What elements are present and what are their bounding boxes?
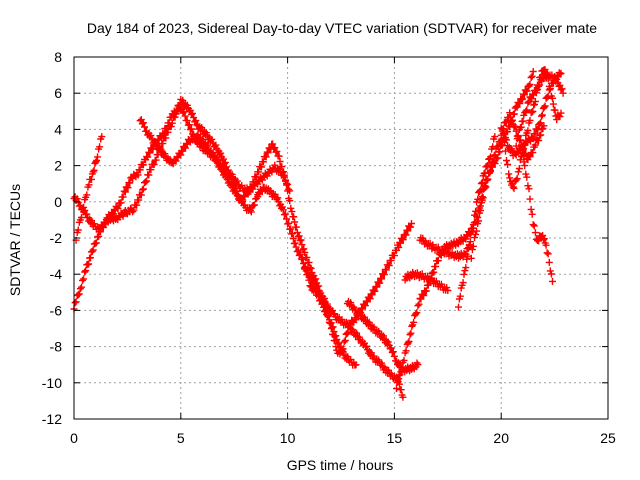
data-marker-trace bbox=[401, 268, 452, 294]
y-tick-label: -10 bbox=[42, 375, 62, 391]
series-arc-4 bbox=[136, 116, 360, 369]
series-arc-17 bbox=[497, 109, 548, 164]
data-marker-trace bbox=[343, 297, 422, 376]
data-marker-trace bbox=[512, 69, 565, 150]
series-arc-6 bbox=[301, 220, 415, 358]
grid bbox=[74, 57, 608, 419]
y-axis-label: SDTVAR / TECUs bbox=[7, 184, 23, 296]
data-marker-trace bbox=[467, 136, 505, 262]
chart-title: Day 184 of 2023, Sidereal Day-to-day VTE… bbox=[87, 20, 597, 36]
x-tick-label: 10 bbox=[280, 430, 296, 446]
data-marker-trace bbox=[416, 234, 473, 262]
axis-ticks: 0 5 10 15 20 25 -12 -10 -8 -6 -4 -2 0 2 4 6 8 bbox=[42, 49, 616, 446]
y-tick-label: 2 bbox=[54, 158, 62, 174]
x-tick-label: 15 bbox=[387, 430, 403, 446]
y-tick-label: -2 bbox=[50, 230, 63, 246]
series-arc-12 bbox=[467, 136, 505, 262]
data-marker-trace bbox=[72, 133, 106, 244]
x-tick-label: 25 bbox=[600, 430, 616, 446]
x-tick-label: 20 bbox=[493, 430, 509, 446]
series-arc-7 bbox=[343, 297, 422, 376]
data-marker-trace bbox=[136, 116, 360, 369]
data-marker-trace bbox=[455, 133, 499, 311]
x-tick-label: 0 bbox=[70, 430, 78, 446]
series-arc-10 bbox=[416, 234, 473, 262]
x-tick-label: 5 bbox=[177, 430, 185, 446]
y-tick-label: 8 bbox=[54, 49, 62, 65]
y-tick-label: -12 bbox=[42, 411, 62, 427]
series-arc-3 bbox=[72, 133, 106, 244]
data-points bbox=[70, 66, 567, 401]
data-marker-trace bbox=[301, 220, 415, 358]
data-marker-trace bbox=[497, 109, 548, 164]
y-tick-label: 0 bbox=[54, 194, 62, 210]
y-tick-label: 4 bbox=[54, 121, 62, 137]
series-arc-11 bbox=[455, 133, 499, 311]
y-tick-label: -6 bbox=[50, 302, 63, 318]
y-tick-label: -4 bbox=[50, 266, 63, 282]
y-tick-label: 6 bbox=[54, 85, 62, 101]
y-tick-label: -8 bbox=[50, 339, 63, 355]
series-arc-16 bbox=[512, 69, 565, 150]
series-arc-9 bbox=[401, 268, 452, 294]
x-axis-label: GPS time / hours bbox=[287, 457, 394, 473]
